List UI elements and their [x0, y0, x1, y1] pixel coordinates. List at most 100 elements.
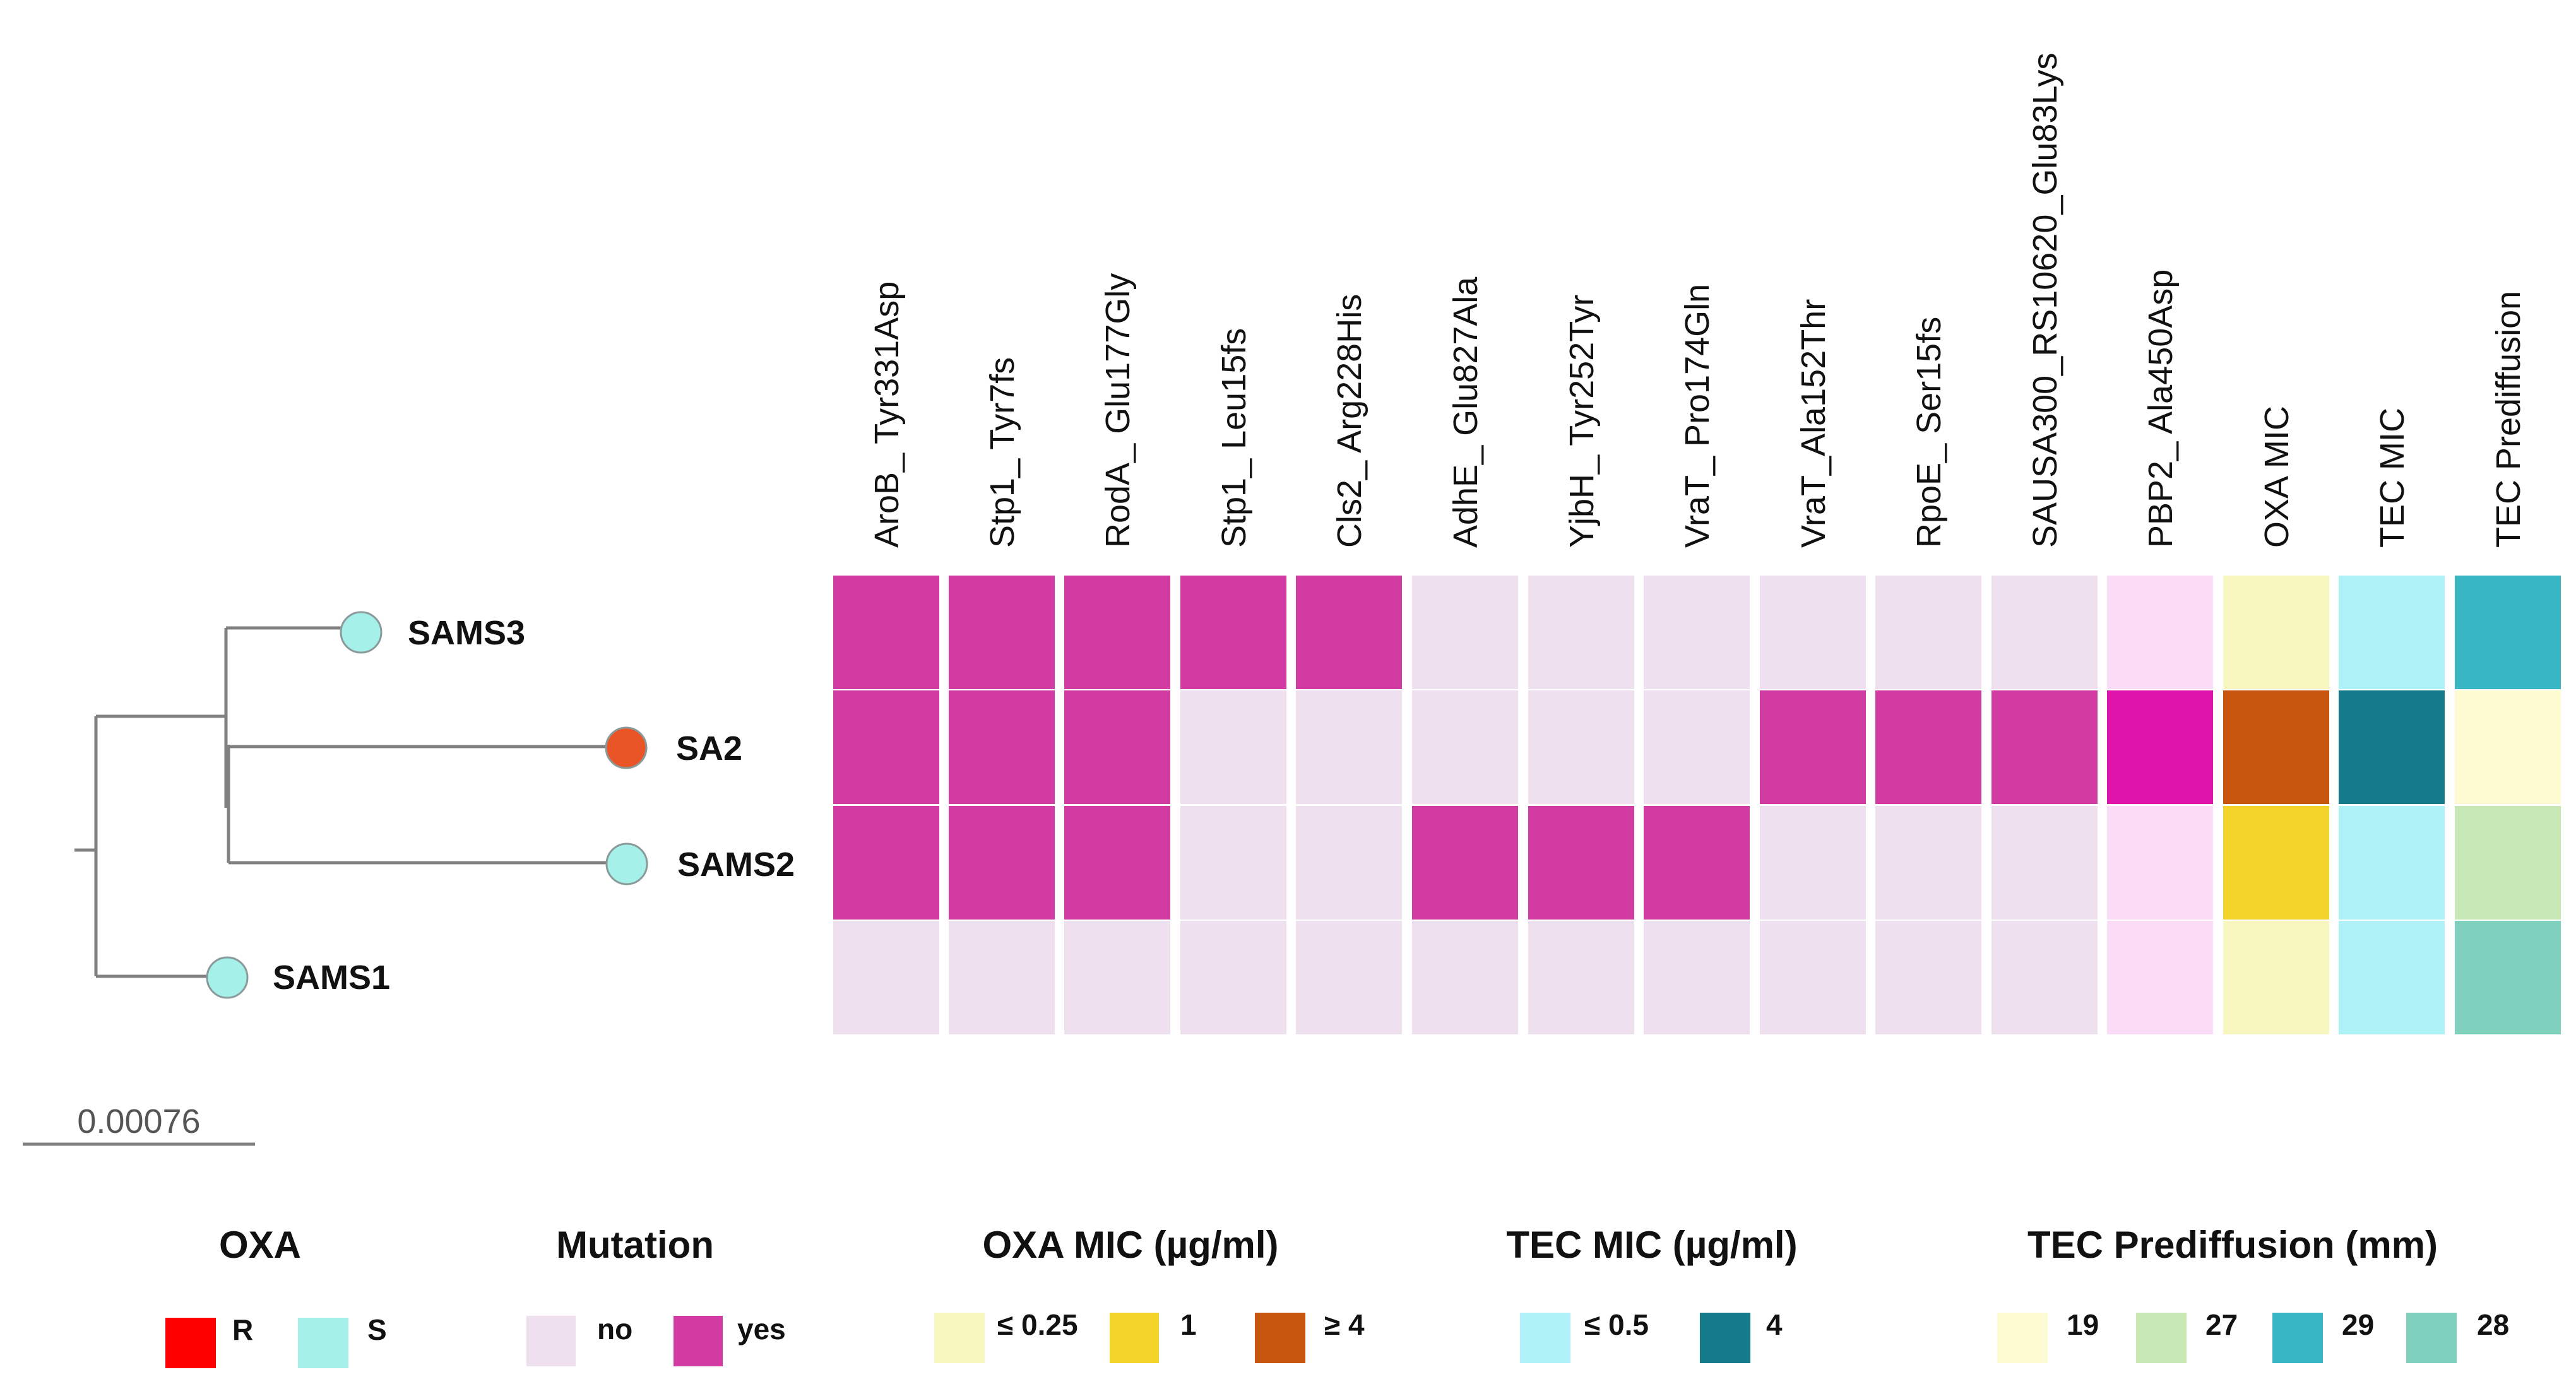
- legend-oxa-title: OXA: [219, 1224, 301, 1266]
- column-header: Stp1_ Tyr7fs: [983, 357, 1021, 548]
- legend-tec-mic-swatch-low: [1520, 1313, 1570, 1363]
- heatmap-cell-mutation: [1528, 576, 1634, 689]
- column-header: Cls2_ Arg228His: [1331, 294, 1368, 548]
- legend-mutation-swatch-yes: [674, 1316, 723, 1366]
- heatmap-cell-mutation: [2107, 690, 2213, 804]
- column-header: TEC Prediffusion: [2490, 291, 2527, 548]
- legend-tec-mic-label-high: 4: [1766, 1308, 1783, 1341]
- legend-mutation-label-no: no: [597, 1313, 632, 1346]
- scale-bar-label: 0.00076: [77, 1103, 200, 1140]
- legend-oxa-label-s: S: [367, 1313, 387, 1346]
- scale-bar: 0.00076: [23, 1103, 255, 1146]
- legend-tec-pre-title: TEC Prediffusion (mm): [2027, 1224, 2438, 1266]
- heatmap-cell-mutation: [1296, 921, 1402, 1034]
- legend-oxa-swatch-r: [165, 1318, 216, 1368]
- column-header: Stp1_ Leu15fs: [1215, 328, 1253, 548]
- legend-mutation-label-yes: yes: [737, 1313, 786, 1346]
- leaf-label-sams1: SAMS1: [273, 959, 390, 997]
- heatmap-cell-mutation: [1760, 576, 1866, 689]
- column-header: RpoE_ Ser15fs: [1910, 317, 1948, 548]
- column-header: SAUSA300_RS10620_Glu83Lys: [2026, 52, 2064, 548]
- heatmap-cell-mutation: [1412, 806, 1518, 920]
- legend-oxa-mic-label-mid: 1: [1180, 1308, 1197, 1341]
- heatmap-cell-oxa-mic: [2223, 690, 2329, 804]
- heatmap-cell-mutation: [1296, 690, 1402, 804]
- heatmap-cell-mutation: [1180, 806, 1286, 920]
- legend-tec-pre-swatch-28: [2406, 1313, 2457, 1363]
- heatmap-cell-tec-prediffusion: [2455, 576, 2561, 689]
- tip-sams2: [605, 843, 648, 885]
- heatmap-cell-mutation: [1064, 690, 1170, 804]
- legend-oxa-mic-label-low: ≤ 0.25: [997, 1308, 1078, 1341]
- heatmap-cell-mutation: [1644, 576, 1750, 689]
- legend-tec-prediffusion: TEC Prediffusion (mm) 19 27 29 28: [1997, 1224, 2509, 1363]
- legend-tec-pre-label-27: 27: [2205, 1308, 2238, 1341]
- heatmap-cell-mutation: [1064, 576, 1170, 689]
- legend-tec-mic-swatch-high: [1700, 1313, 1750, 1363]
- heatmap-cell-mutation: [1644, 806, 1750, 920]
- legend-tec-pre-label-29: 29: [2342, 1308, 2374, 1341]
- heatmap-cell-mutation: [1528, 806, 1634, 920]
- heatmap-cell-mutation: [1528, 921, 1634, 1034]
- legend-oxa-swatch-s: [298, 1318, 348, 1368]
- leaf-label-sams3: SAMS3: [408, 614, 525, 652]
- heatmap-cell-mutation: [2107, 806, 2213, 920]
- heatmap-cell-mutation: [1528, 690, 1634, 804]
- legend-mutation-title: Mutation: [556, 1224, 714, 1266]
- heatmap-cell-tec-prediffusion: [2455, 806, 2561, 920]
- legend-tec-mic: TEC MIC (µg/ml) ≤ 0.5 4: [1506, 1224, 1798, 1363]
- legend: OXA R S Mutation no yes OXA MIC (µg/ml) …: [165, 1224, 2509, 1368]
- legend-oxa-mic-title: OXA MIC (µg/ml): [983, 1224, 1279, 1266]
- heatmap-cell-mutation: [2107, 921, 2213, 1034]
- legend-tec-pre-swatch-29: [2272, 1313, 2323, 1363]
- legend-tec-mic-label-low: ≤ 0.5: [1584, 1308, 1649, 1341]
- column-header: RodA_ Glu177Gly: [1099, 273, 1137, 548]
- heatmap-cell-mutation: [1760, 921, 1866, 1034]
- column-header: AroB_ Tyr331Asp: [868, 281, 906, 548]
- heatmap-cell-mutation: [1875, 576, 1981, 689]
- heatmap-cell-mutation: [1875, 690, 1981, 804]
- heatmap-cell-oxa-mic: [2223, 576, 2329, 689]
- heatmap-cell-tec-mic: [2339, 690, 2445, 804]
- legend-oxa: OXA R S: [165, 1224, 387, 1368]
- heatmap-cell-mutation: [833, 921, 939, 1034]
- heatmap-cell-mutation: [1644, 921, 1750, 1034]
- column-header: VraT_Ala152Thr: [1795, 299, 1832, 548]
- heatmap-cell-mutation: [1180, 921, 1286, 1034]
- tip-sams1: [206, 956, 249, 999]
- heatmap-cell-mutation: [949, 576, 1055, 689]
- heatmap-cell-mutation: [1064, 921, 1170, 1034]
- column-header: YjbH_ Tyr252Tyr: [1563, 295, 1601, 548]
- column-header: VraT_ Pro174Gln: [1678, 284, 1716, 548]
- heatmap-cell-mutation: [1180, 576, 1286, 689]
- heatmap-cell-oxa-mic: [2223, 806, 2329, 920]
- column-header: OXA MIC: [2258, 406, 2296, 548]
- heatmap-cell-mutation: [1760, 690, 1866, 804]
- legend-oxa-mic-swatch-low: [934, 1313, 985, 1363]
- legend-oxa-mic-swatch-mid: [1110, 1313, 1159, 1363]
- leaf-label-sa2: SA2: [676, 730, 742, 767]
- heatmap-cell-mutation: [1412, 690, 1518, 804]
- heatmap-cell-mutation: [1991, 690, 2098, 804]
- heatmap: [833, 576, 2561, 1034]
- heatmap-cell-mutation: [1296, 576, 1402, 689]
- column-header: PBP2_ Ala450Asp: [2142, 269, 2180, 548]
- legend-tec-pre-label-28: 28: [2477, 1308, 2509, 1341]
- heatmap-cell-mutation: [1760, 806, 1866, 920]
- heatmap-cell-mutation: [949, 690, 1055, 804]
- heatmap-cell-mutation: [1875, 921, 1981, 1034]
- legend-tec-pre-swatch-27: [2136, 1313, 2187, 1363]
- heatmap-cell-mutation: [833, 806, 939, 920]
- legend-mutation: Mutation no yes: [526, 1224, 786, 1366]
- legend-oxa-mic-swatch-high: [1255, 1313, 1305, 1363]
- heatmap-cell-mutation: [1296, 806, 1402, 920]
- heatmap-cell-tec-mic: [2339, 921, 2445, 1034]
- tip-sams3: [340, 611, 383, 654]
- heatmap-cell-mutation: [833, 576, 939, 689]
- tip-sa2: [605, 726, 648, 769]
- legend-mutation-swatch-no: [526, 1316, 576, 1366]
- heatmap-cell-mutation: [1991, 576, 2098, 689]
- heatmap-cell-tec-prediffusion: [2455, 921, 2561, 1034]
- heatmap-cell-oxa-mic: [2223, 921, 2329, 1034]
